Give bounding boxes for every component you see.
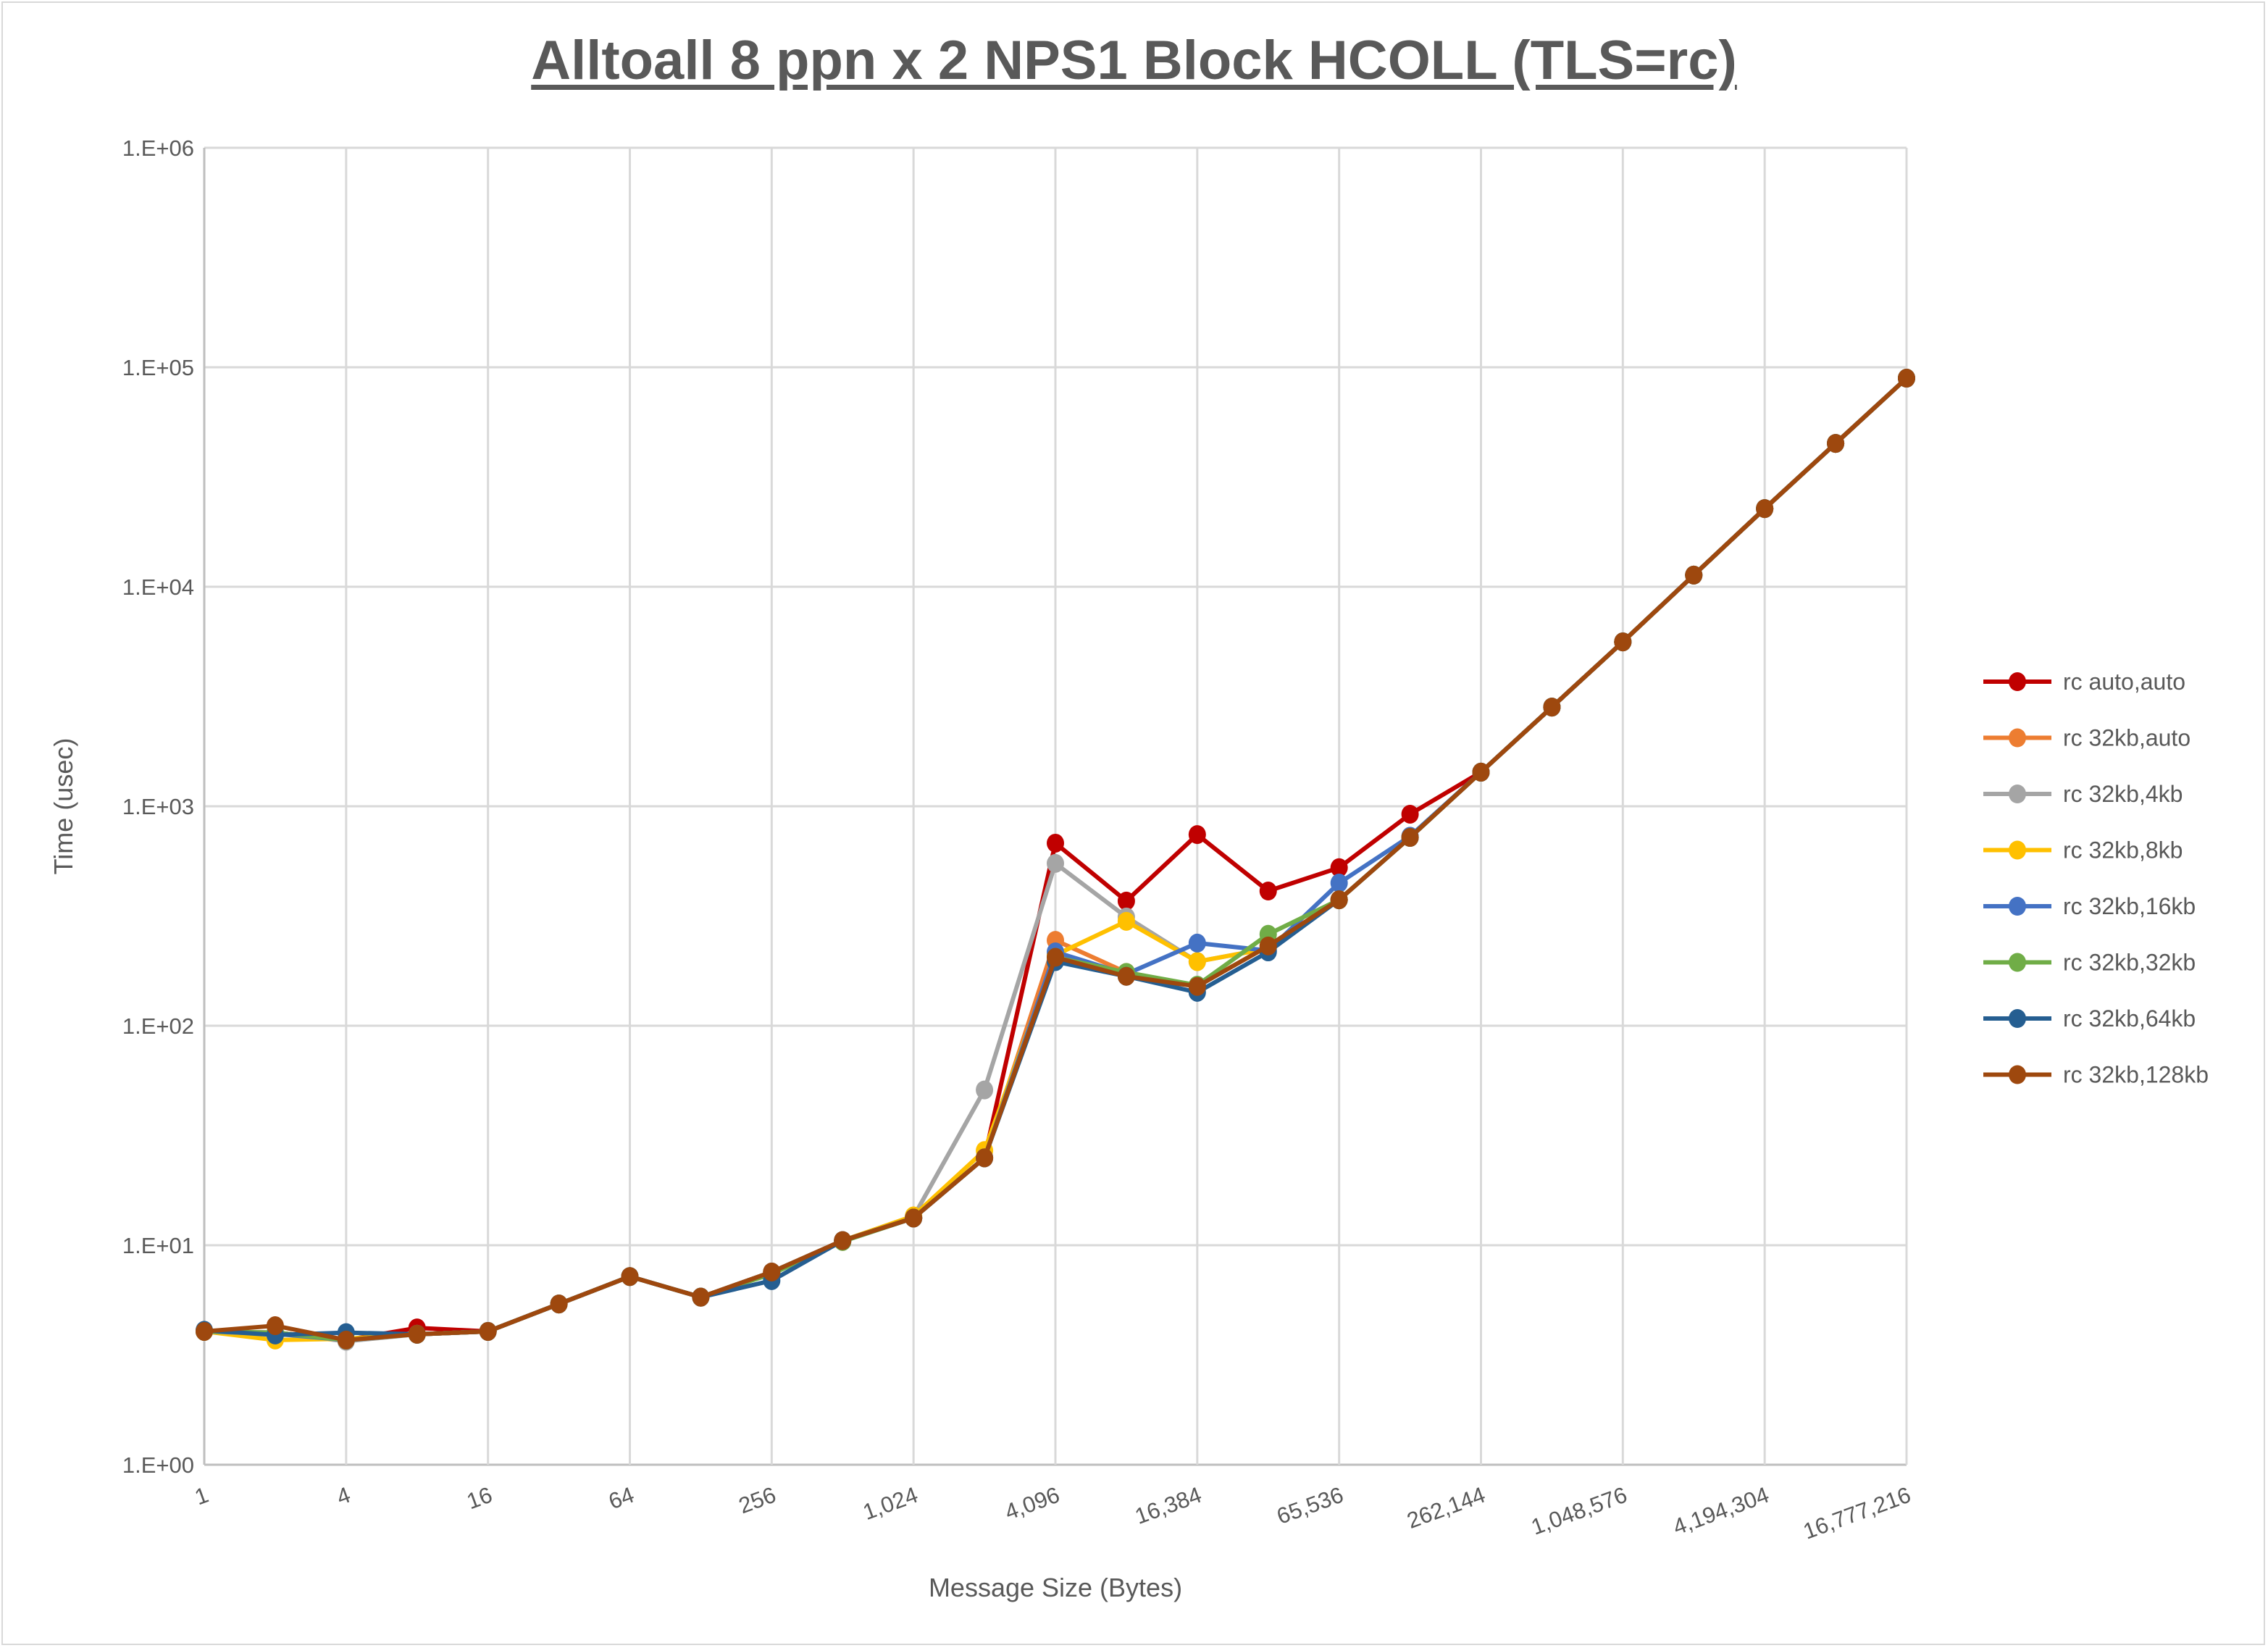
data-point	[550, 1294, 568, 1314]
x-tick-label: 1,024	[860, 1482, 921, 1525]
data-point	[1047, 833, 1064, 853]
data-point	[1401, 828, 1419, 848]
data-point	[621, 1267, 639, 1287]
x-tick-label: 16,777,216	[1800, 1482, 1915, 1544]
series-rc-32kb-128kb	[196, 369, 1915, 1350]
legend-marker-icon	[2009, 785, 2026, 803]
legend-marker-icon	[2009, 1009, 2026, 1028]
legend-item: rc 32kb,auto	[1983, 725, 2190, 751]
y-tick-label: 1.E+05	[122, 355, 194, 380]
data-point	[1047, 853, 1064, 873]
x-tick-label: 16,384	[1131, 1482, 1205, 1529]
chart-title: Alltoall 8 ppn x 2 NPS1 Block HCOLL (TLS…	[531, 30, 1737, 91]
x-tick-label: 16	[464, 1482, 495, 1515]
series-lines	[196, 369, 1915, 1351]
data-point	[337, 1330, 355, 1350]
data-point	[1188, 976, 1206, 996]
legend-item: rc 32kb,8kb	[1983, 837, 2183, 863]
legend-item: rc 32kb,32kb	[1983, 950, 2196, 976]
data-point	[692, 1287, 710, 1307]
data-point	[1117, 966, 1135, 986]
y-tick-label: 1.E+01	[122, 1233, 194, 1258]
x-tick-label: 262,144	[1404, 1482, 1489, 1534]
legend-marker-icon	[2009, 672, 2026, 691]
data-point	[1330, 858, 1348, 877]
x-tick-label: 256	[735, 1482, 779, 1519]
data-point	[1259, 936, 1277, 955]
data-point	[976, 1080, 994, 1100]
data-point	[1472, 762, 1490, 782]
y-tick-label: 1.E+03	[122, 794, 194, 819]
x-tick-label: 1,048,576	[1528, 1482, 1631, 1540]
legend-label: rc 32kb,4kb	[2063, 781, 2183, 807]
data-point	[1047, 948, 1064, 967]
data-point	[1543, 698, 1561, 717]
y-tick-label: 1.E+00	[122, 1452, 194, 1478]
data-point	[1117, 891, 1135, 911]
legend-label: rc 32kb,128kb	[2063, 1062, 2209, 1088]
legend-label: rc 32kb,16kb	[2063, 893, 2196, 919]
y-axis-title: Time (usec)	[49, 738, 78, 875]
y-tick-label: 1.E+06	[122, 135, 194, 161]
legend-marker-icon	[2009, 953, 2026, 972]
data-point	[479, 1321, 497, 1341]
x-tick-label: 64	[606, 1482, 637, 1515]
legend-marker-icon	[2009, 897, 2026, 916]
legend-label: rc 32kb,auto	[2063, 725, 2190, 751]
data-point	[1188, 825, 1206, 845]
data-point	[763, 1262, 781, 1281]
data-point	[834, 1231, 852, 1250]
legend-item: rc 32kb,16kb	[1983, 893, 2196, 919]
legend-item: rc auto,auto	[1983, 669, 2185, 695]
data-point	[1827, 434, 1845, 453]
x-tick-label: 4,194,304	[1670, 1482, 1773, 1540]
legend: rc auto,auto rc 32kb,auto rc 32kb,4kb rc 32…	[1983, 669, 2209, 1088]
x-axis-title: Message Size (Bytes)	[929, 1573, 1182, 1602]
x-tick-label: 65,536	[1273, 1482, 1347, 1529]
data-point	[1898, 369, 1915, 388]
legend-item: rc 32kb,4kb	[1983, 781, 2183, 807]
legend-item: rc 32kb,128kb	[1983, 1062, 2209, 1088]
data-point	[266, 1316, 284, 1336]
legend-item: rc 32kb,64kb	[1983, 1005, 2196, 1032]
data-point	[1685, 565, 1703, 585]
legend-marker-icon	[2009, 1065, 2026, 1084]
legend-label: rc auto,auto	[2063, 669, 2185, 695]
y-tick-label: 1.E+04	[122, 574, 194, 600]
legend-label: rc 32kb,32kb	[2063, 950, 2196, 976]
legend-marker-icon	[2009, 840, 2026, 860]
data-point	[1330, 873, 1348, 892]
data-point	[976, 1148, 994, 1168]
data-point	[1188, 952, 1206, 971]
data-point	[408, 1324, 426, 1344]
legend-marker-icon	[2009, 728, 2026, 748]
legend-label: rc 32kb,64kb	[2063, 1005, 2196, 1032]
x-tick-label: 4	[333, 1482, 353, 1510]
data-point	[1330, 890, 1348, 910]
data-point	[1614, 632, 1632, 652]
gridlines	[203, 146, 1908, 1466]
data-point	[1401, 804, 1419, 824]
data-point	[1756, 499, 1774, 519]
y-tick-label: 1.E+02	[122, 1013, 194, 1039]
data-point	[1259, 882, 1277, 901]
data-point	[905, 1208, 923, 1228]
data-point	[196, 1321, 213, 1341]
data-point	[1188, 933, 1206, 953]
x-tick-label: 1	[191, 1482, 212, 1510]
data-point	[1117, 911, 1135, 931]
x-tick-label: 4,096	[1002, 1482, 1063, 1525]
legend-label: rc 32kb,8kb	[2063, 837, 2183, 863]
